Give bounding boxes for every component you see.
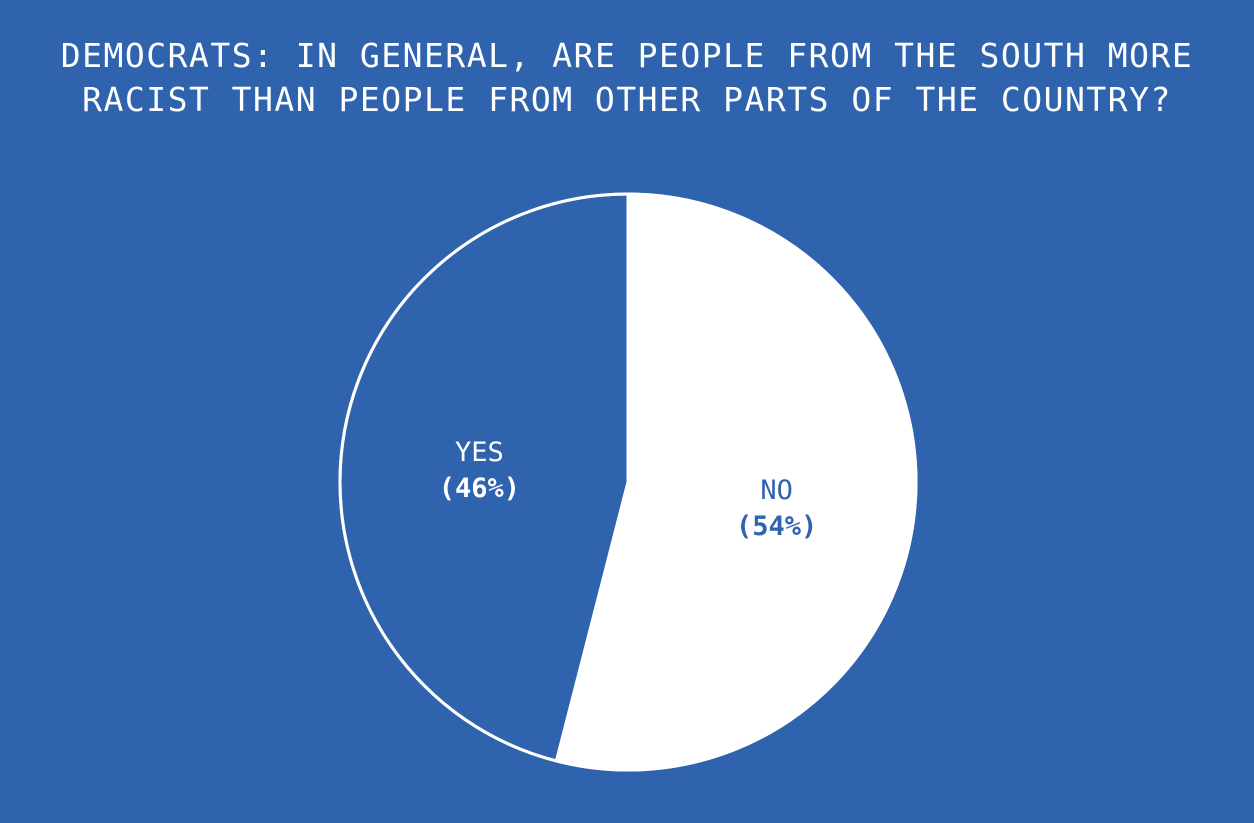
slice-value-no: (54%) [736,511,817,542]
pie-labels: NO (54%) YES (46%) [439,437,817,542]
slice-label-yes: YES [455,437,504,468]
pie-slices [338,192,918,772]
chart-title: DEMOCRATS: IN GENERAL, ARE PEOPLE FROM T… [60,36,1194,119]
pie-outline [338,192,918,772]
slice-value-yes: (46%) [439,473,520,504]
slice-label-no: NO [760,475,793,506]
